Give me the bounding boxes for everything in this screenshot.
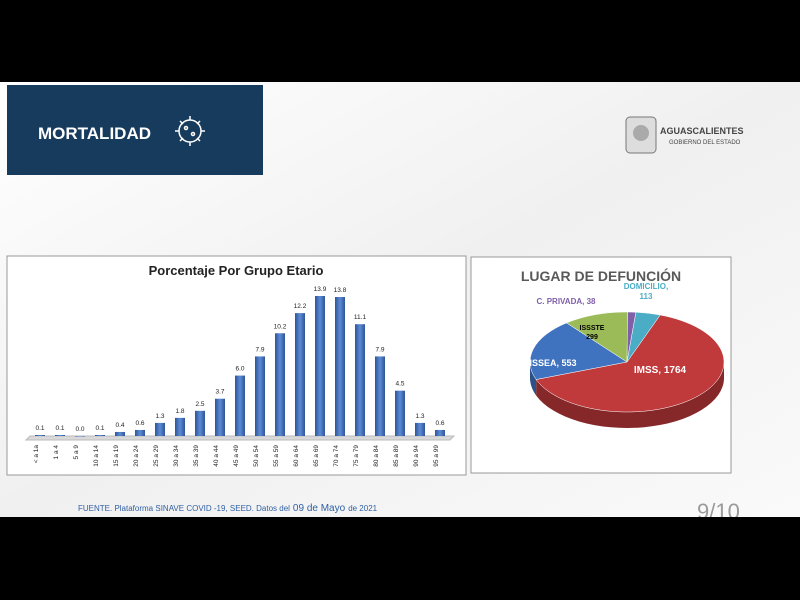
slice-label: DOMICILIO, 113 [624,282,668,301]
pie-slice [535,314,725,413]
bar [175,417,185,436]
slice-label: IMSS, 1764 [634,365,687,376]
value-label: 11.1 [354,314,367,321]
value-label: 7.9 [375,346,384,353]
x-tick-label: 75 a 79 [353,445,360,467]
bar [95,434,105,436]
value-label: 10.2 [274,323,287,330]
bar [395,390,405,436]
logo-crest [625,116,657,154]
pie-title: LUGAR DE DEFUNCIÓN [521,267,681,284]
value-label: 0.1 [35,425,44,432]
value-label: 7.9 [255,346,264,353]
x-tick-label: < a 1a [33,445,40,464]
header-title: MORTALIDAD [38,124,151,143]
x-tick-label: 90 a 94 [413,445,420,467]
pie-slice [626,311,661,363]
bar [255,356,265,436]
value-label: 4.5 [395,381,404,388]
x-tick-label: 5 a 9 [73,445,80,460]
value-label: 12.2 [294,303,307,310]
logo-name: AGUASCALIENTES [660,126,744,136]
x-tick-label: 35 a 39 [193,445,200,467]
bar [75,436,85,437]
bar [375,356,385,436]
pie-slice [566,311,628,363]
bar [335,297,345,436]
logo-subtitle: GOBIERNO DEL ESTADO [669,140,741,146]
bar-title: Porcentaje Por Grupo Etario [149,263,324,278]
value-label: 2.5 [195,401,204,408]
x-tick-label: 65 a 69 [313,445,320,467]
value-label: 3.7 [215,389,224,396]
value-label: 0.4 [115,422,124,429]
x-tick-label: 55 a 59 [273,445,280,467]
value-label: 1.8 [175,408,184,415]
slice-label: ISSSTE 299 [580,325,605,341]
footer-date: 09 de Mayo [293,503,346,514]
bar [275,333,285,436]
virus-icon [175,116,205,146]
value-label: 1.3 [155,413,164,420]
footer: FUENTE. Plataforma SINAVE COVID -19, SEE… [78,503,378,514]
x-tick-label: 10 a 14 [93,445,100,467]
value-label: 0.1 [95,425,104,432]
x-tick-label: 60 a 64 [293,445,300,467]
x-tick-label: 45 a 49 [233,445,240,467]
value-label: 13.8 [334,287,347,294]
bar [295,313,305,436]
pie-slice [529,322,628,380]
pie-side [530,362,537,396]
x-tick-label: 25 a 29 [153,445,160,467]
bar [155,422,165,436]
header-box [7,85,263,175]
value-label: 0.0 [75,426,84,433]
value-label: 6.0 [235,366,244,373]
bar [115,431,125,436]
value-label: 0.6 [135,420,144,427]
x-tick-label: 15 a 19 [113,445,120,467]
bar [435,429,445,436]
bar [315,296,325,436]
x-tick-label: 50 a 54 [253,445,260,467]
slice-label: C. PRIVADA, 38 [537,297,597,306]
bar [35,434,45,436]
x-tick-label: 85 a 89 [393,445,400,467]
bar [355,324,365,436]
x-tick-label: 1 a 4 [53,445,60,460]
footer-year: de 2021 [348,504,377,513]
x-tick-label: 95 a 99 [433,445,440,467]
x-tick-label: 30 a 34 [173,445,180,467]
bar [215,398,225,436]
value-label: 13.9 [314,286,327,293]
x-tick-label: 80 a 84 [373,445,380,467]
bar [55,434,65,436]
footer-source: FUENTE. Plataforma SINAVE COVID -19, SEE… [78,504,290,513]
axis-floor [24,435,456,441]
value-label: 1.3 [415,413,424,420]
bar [135,429,145,436]
x-tick-label: 70 a 74 [333,445,340,467]
bar [415,422,425,436]
bar [195,410,205,436]
bar [235,375,245,436]
slice-label: ISSEA, 553 [529,358,576,368]
x-tick-label: 20 a 24 [133,445,140,467]
value-label: 0.1 [55,425,64,432]
value-label: 0.6 [435,420,444,427]
pie-side [536,362,725,428]
x-tick-label: 40 a 44 [213,445,220,467]
letterbox-bottom [0,517,800,600]
